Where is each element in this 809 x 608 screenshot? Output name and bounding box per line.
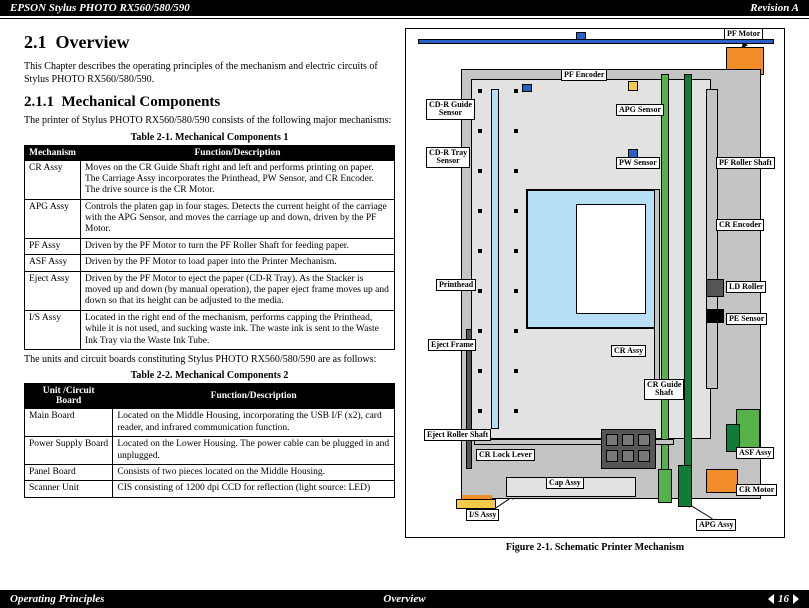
diagram-label: CR GuideShaft <box>644 379 684 400</box>
table-cell: Consists of two pieces located on the Mi… <box>113 465 395 481</box>
section-heading: 2.1 Overview <box>24 32 395 53</box>
diagram-label: PF Motor <box>724 28 763 40</box>
page-number: 16 <box>768 593 799 605</box>
diagram-label: I/S Assy <box>466 509 499 521</box>
diagram-label: CR Encoder <box>716 219 764 231</box>
t2-h1: Function/Description <box>113 384 395 409</box>
table1-caption: Table 2-1. Mechanical Components 1 <box>24 132 395 143</box>
table-cell: Main Board <box>25 409 113 437</box>
table-row: APG AssyControls the platen gap in four … <box>25 199 395 238</box>
table-cell: Driven by the PF Motor to load paper int… <box>80 255 394 271</box>
t1-h0: Mechanism <box>25 145 81 160</box>
table-cell: Located in the right end of the mechanis… <box>80 310 394 349</box>
prev-page-icon[interactable] <box>768 594 774 604</box>
table-cell: CIS consisting of 1200 dpi CCD for refle… <box>113 481 395 497</box>
table-cell: Power Supply Board <box>25 437 113 465</box>
mid-text: The units and circuit boards constitutin… <box>24 354 395 367</box>
diagram-label: CR Lock Lever <box>476 449 535 461</box>
table-cell: APG Assy <box>25 199 81 238</box>
table-cell: ASF Assy <box>25 255 81 271</box>
right-column: PF Motor PF Encoder APG Sensor PW Sensor PF … <box>405 24 785 588</box>
table-cell: I/S Assy <box>25 310 81 349</box>
diagram-label: CD-R TraySensor <box>426 147 470 168</box>
diagram-label: APG Sensor <box>616 104 664 116</box>
diagram-label: PE Sensor <box>726 313 767 325</box>
table-row: ASF AssyDriven by the PF Motor to load p… <box>25 255 395 271</box>
table-row: Power Supply BoardLocated on the Lower H… <box>25 437 395 465</box>
content: 2.1 Overview This Chapter describes the … <box>0 18 809 588</box>
diagram-label: Eject Frame <box>428 339 476 351</box>
table-row: PF AssyDriven by the PF Motor to turn th… <box>25 238 395 254</box>
table2: Unit /Circuit Board Function/Description… <box>24 383 395 497</box>
subsection-heading: 2.1.1 Mechanical Components <box>24 94 395 111</box>
diagram-label: Cap Assy <box>546 477 584 489</box>
diagram-label: PW Sensor <box>616 157 660 169</box>
subsection-title: Mechanical Components <box>62 94 221 110</box>
header-left: EPSON Stylus PHOTO RX560/580/590 <box>10 2 190 14</box>
table-cell: Panel Board <box>25 465 113 481</box>
table-cell: Driven by the PF Motor to turn the PF Ro… <box>80 238 394 254</box>
sub-intro: The printer of Stylus PHOTO RX560/580/59… <box>24 115 395 128</box>
schematic-diagram: PF Motor PF Encoder APG Sensor PW Sensor PF … <box>405 28 785 538</box>
table-row: CR AssyMoves on the CR Guide Shaft right… <box>25 160 395 199</box>
diagram-label: APG Assy <box>696 519 736 531</box>
table-cell: PF Assy <box>25 238 81 254</box>
left-column: 2.1 Overview This Chapter describes the … <box>24 24 395 588</box>
diagram-label: PF Encoder <box>561 69 607 81</box>
table-cell: Eject Assy <box>25 271 81 310</box>
subsection-num: 2.1.1 <box>24 94 54 110</box>
next-page-icon[interactable] <box>793 594 799 604</box>
page-num-text: 16 <box>778 593 789 605</box>
table-row: Eject AssyDriven by the PF Motor to ejec… <box>25 271 395 310</box>
table-row: Main BoardLocated on the Middle Housing,… <box>25 409 395 437</box>
table-cell: Located on the Lower Housing. The power … <box>113 437 395 465</box>
diagram-label: CR Assy <box>611 345 646 357</box>
diagram-label: Printhead <box>436 279 476 291</box>
table-row: I/S AssyLocated in the right end of the … <box>25 310 395 349</box>
diagram-label: Eject Roller Shaft <box>424 429 491 441</box>
diagram-label: CD-R GuideSensor <box>426 99 475 120</box>
diagram-label: ASF Assy <box>736 447 774 459</box>
table-row: Panel BoardConsists of two pieces locate… <box>25 465 395 481</box>
table-cell: Scanner Unit <box>25 481 113 497</box>
footer-left: Operating Principles <box>10 593 104 605</box>
table-cell: Moves on the CR Guide Shaft right and le… <box>80 160 394 199</box>
section-num: 2.1 <box>24 32 47 52</box>
table-row: Scanner UnitCIS consisting of 1200 dpi C… <box>25 481 395 497</box>
intro-text: This Chapter describes the operating pri… <box>24 61 395 86</box>
section-title: Overview <box>56 32 130 52</box>
diagram-label: LD Roller <box>726 281 766 293</box>
diagram-label: CR Motor <box>736 484 777 496</box>
table-cell: CR Assy <box>25 160 81 199</box>
table-cell: Located on the Middle Housing, incorpora… <box>113 409 395 437</box>
table2-caption: Table 2-2. Mechanical Components 2 <box>24 370 395 381</box>
header-bar: EPSON Stylus PHOTO RX560/580/590 Revisio… <box>0 0 809 18</box>
table-cell: Driven by the PF Motor to eject the pape… <box>80 271 394 310</box>
footer-bar: Operating Principles Overview 16 <box>0 590 809 608</box>
table-cell: Controls the platen gap in four stages. … <box>80 199 394 238</box>
t2-h0: Unit /Circuit Board <box>25 384 113 409</box>
footer-center: Overview <box>383 593 425 605</box>
table1: Mechanism Function/Description CR AssyMo… <box>24 145 395 350</box>
diagram-label: PF Roller Shaft <box>716 157 775 169</box>
header-right: Revision A <box>750 2 799 14</box>
t1-h1: Function/Description <box>80 145 394 160</box>
figure-caption: Figure 2-1. Schematic Printer Mechanism <box>405 542 785 553</box>
